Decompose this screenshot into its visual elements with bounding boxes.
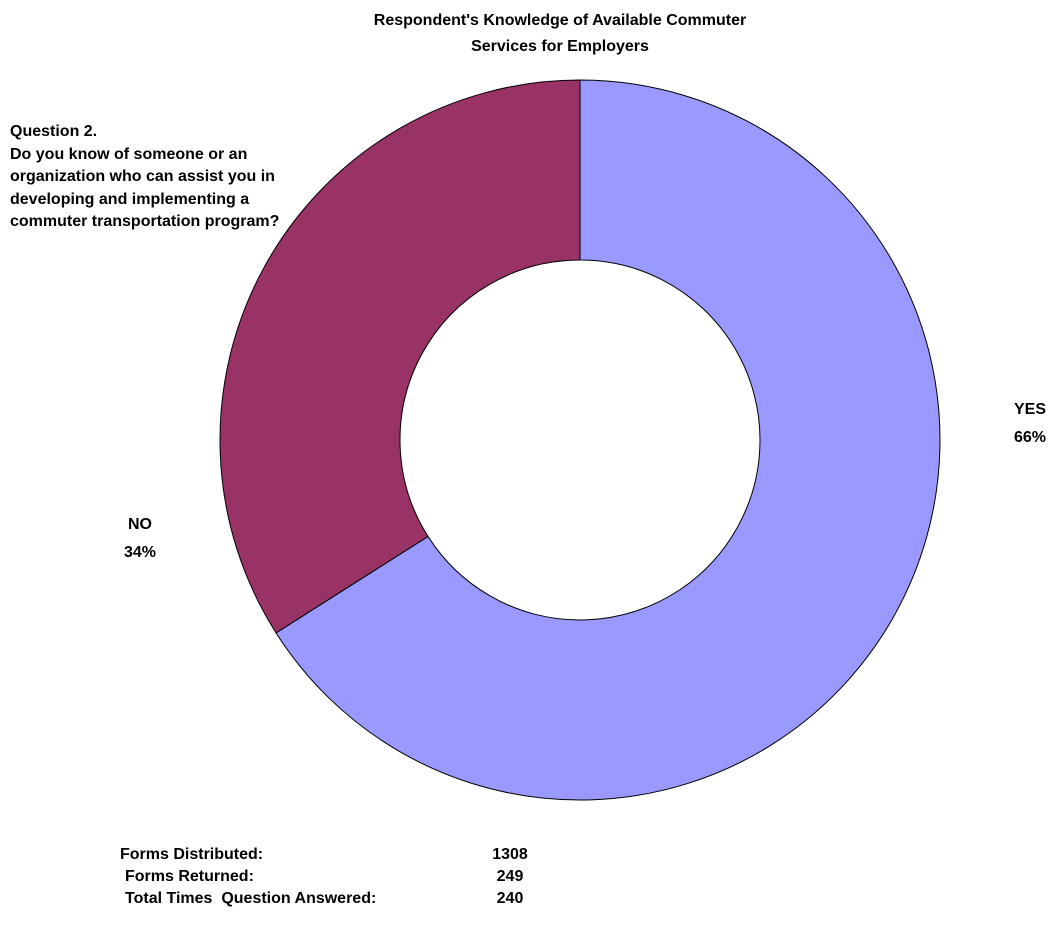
donut-slice xyxy=(275,79,941,801)
chart-title: Respondent's Knowledge of Available Comm… xyxy=(373,12,747,55)
question-label: Question 2. xyxy=(10,123,98,140)
donut-slice xyxy=(219,79,581,634)
slice-category-label: NO xyxy=(128,516,152,533)
slice-value-label: 66% xyxy=(1014,429,1046,446)
stat-label: Total Times Question Answered: xyxy=(125,890,377,907)
stat-label: Forms Returned: xyxy=(125,868,254,885)
stat-value: 1308 xyxy=(492,846,528,863)
slice-value-label: 34% xyxy=(124,544,156,561)
stat-value: 240 xyxy=(496,890,524,907)
slice-category-label: YES xyxy=(1014,401,1046,418)
question-block: Question 2. Do you know of someone or an… xyxy=(10,121,290,234)
question-text: Do you know of someone or an organizatio… xyxy=(10,145,280,231)
stat-label: Forms Distributed: xyxy=(120,846,264,863)
stat-value: 249 xyxy=(496,868,524,885)
